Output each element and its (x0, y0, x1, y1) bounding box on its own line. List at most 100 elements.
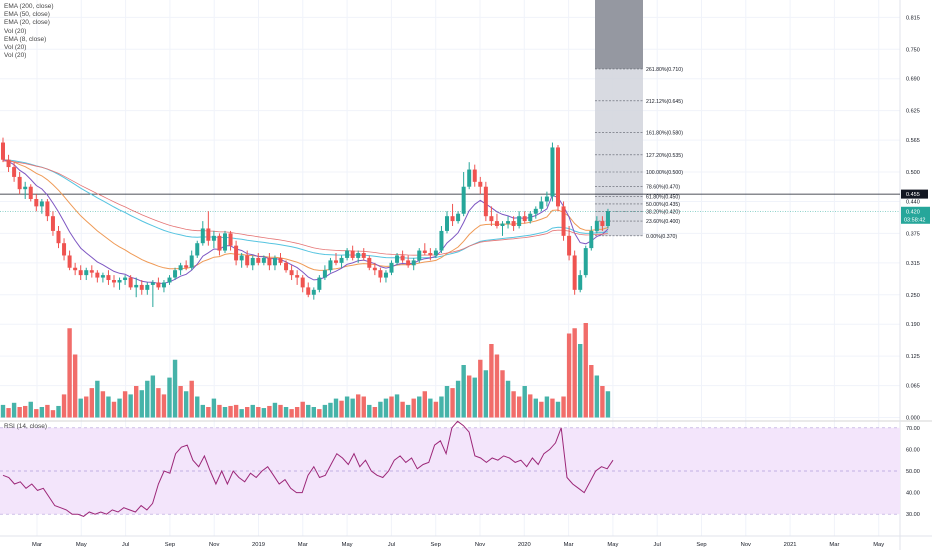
volume-bar (511, 391, 516, 418)
candle-body (450, 216, 455, 222)
candle-body (189, 255, 194, 268)
candle-body (256, 257, 261, 263)
volume-bar (494, 354, 500, 418)
candle-body (239, 255, 244, 261)
price-tick-label: 0.065 (906, 384, 920, 390)
volume-bar (45, 404, 50, 418)
candle-body (383, 272, 388, 278)
candle-body (56, 230, 61, 244)
price-tick-label: 0.250 (906, 293, 920, 299)
candle-body (411, 260, 416, 266)
volume-bar (389, 396, 394, 418)
volume-bar (167, 377, 172, 418)
candle-body (511, 221, 516, 227)
volume-bar (533, 398, 538, 418)
candle-body (589, 230, 594, 249)
volume-bar (572, 328, 577, 418)
volume-bar (344, 396, 350, 418)
candle-body (228, 233, 233, 246)
candle-body (400, 255, 405, 261)
volume-bar (134, 386, 139, 418)
volume-bar (306, 404, 311, 418)
fib-label: 212.12%(0.645) (646, 99, 683, 105)
candle-body (572, 255, 577, 290)
candle-body (134, 284, 139, 288)
fib-label: 100.00%(0.500) (646, 170, 683, 176)
volume-bar (34, 409, 39, 418)
volume-bar (605, 391, 611, 418)
volume-bar (350, 398, 355, 418)
fib-label: 261.80%(0.710) (646, 67, 683, 73)
time-tick-label: 2021 (784, 542, 797, 548)
volume-bar (461, 365, 466, 418)
rsi-tick-label: 70.00 (906, 426, 920, 432)
ema200-line (2, 160, 608, 256)
fib-label: 61.80%(0.450) (646, 195, 680, 201)
volume-bar (89, 388, 94, 418)
countdown-text: 03:58:42 (904, 217, 925, 223)
candle-body (167, 277, 172, 283)
volume-bar (39, 407, 45, 418)
volume-bar (289, 409, 294, 418)
volume-bars (0, 323, 611, 418)
candle-body (605, 211, 610, 227)
volume-bar (211, 398, 217, 418)
candle-body (578, 275, 583, 290)
volume-bar (106, 396, 111, 418)
candle-body (173, 270, 178, 278)
candle-body (356, 253, 361, 258)
volume-bar (372, 407, 378, 418)
time-tick-label: Sep (165, 542, 175, 548)
time-tick-label: Jul (388, 542, 395, 548)
volume-bar (283, 407, 289, 418)
candles (1, 137, 610, 308)
ema20-line (2, 159, 609, 271)
volume-bar (95, 380, 100, 418)
candle-body (267, 257, 272, 266)
candle-body (39, 201, 44, 207)
volume-bar (100, 391, 106, 418)
price-tick-label: 0.315 (906, 261, 920, 267)
candle-body (339, 257, 344, 263)
candle-body (195, 243, 200, 256)
volume-bar (361, 396, 366, 418)
candle-body (145, 284, 150, 290)
candle-body (306, 287, 311, 295)
rsi-path (2, 420, 614, 517)
volume-bar (322, 404, 328, 418)
volume-bar (450, 388, 455, 418)
volume-bar (23, 405, 28, 418)
candle-body (428, 253, 433, 256)
volume-bar (261, 408, 267, 418)
candle-body (583, 248, 588, 276)
candle-body (517, 216, 522, 227)
time-tick-label: May (76, 542, 87, 548)
volume-bar (378, 401, 383, 418)
candle-body (250, 257, 255, 266)
candle-body (106, 275, 111, 281)
volume-bar (122, 391, 128, 418)
volume-bar (145, 380, 150, 418)
price-tick-label: 0.375 (906, 231, 920, 237)
candle-body (6, 159, 11, 168)
candle-body (156, 282, 161, 288)
candle-body (300, 277, 305, 288)
fib-label: 38.20%(0.420) (646, 209, 680, 215)
rsi-tick-label: 50.00 (906, 469, 920, 475)
rsi-label: RSI (14, close) (4, 423, 47, 430)
indicator-legend: EMA (200, close) EMA (50, close) EMA (20, … (4, 3, 54, 60)
candle-body (123, 277, 128, 281)
volume-bar (72, 354, 78, 418)
candle-body (528, 213, 533, 222)
candle-body (17, 176, 22, 190)
candle-body (550, 147, 555, 197)
volume-bar (111, 401, 117, 418)
volume-bar (161, 394, 167, 418)
time-tick-label: May (607, 542, 618, 548)
time-tick-label: Mar (829, 542, 839, 548)
volume-bar (544, 396, 550, 418)
volume-bar (0, 404, 6, 418)
volume-bar (383, 398, 389, 418)
candle-body (467, 169, 472, 187)
